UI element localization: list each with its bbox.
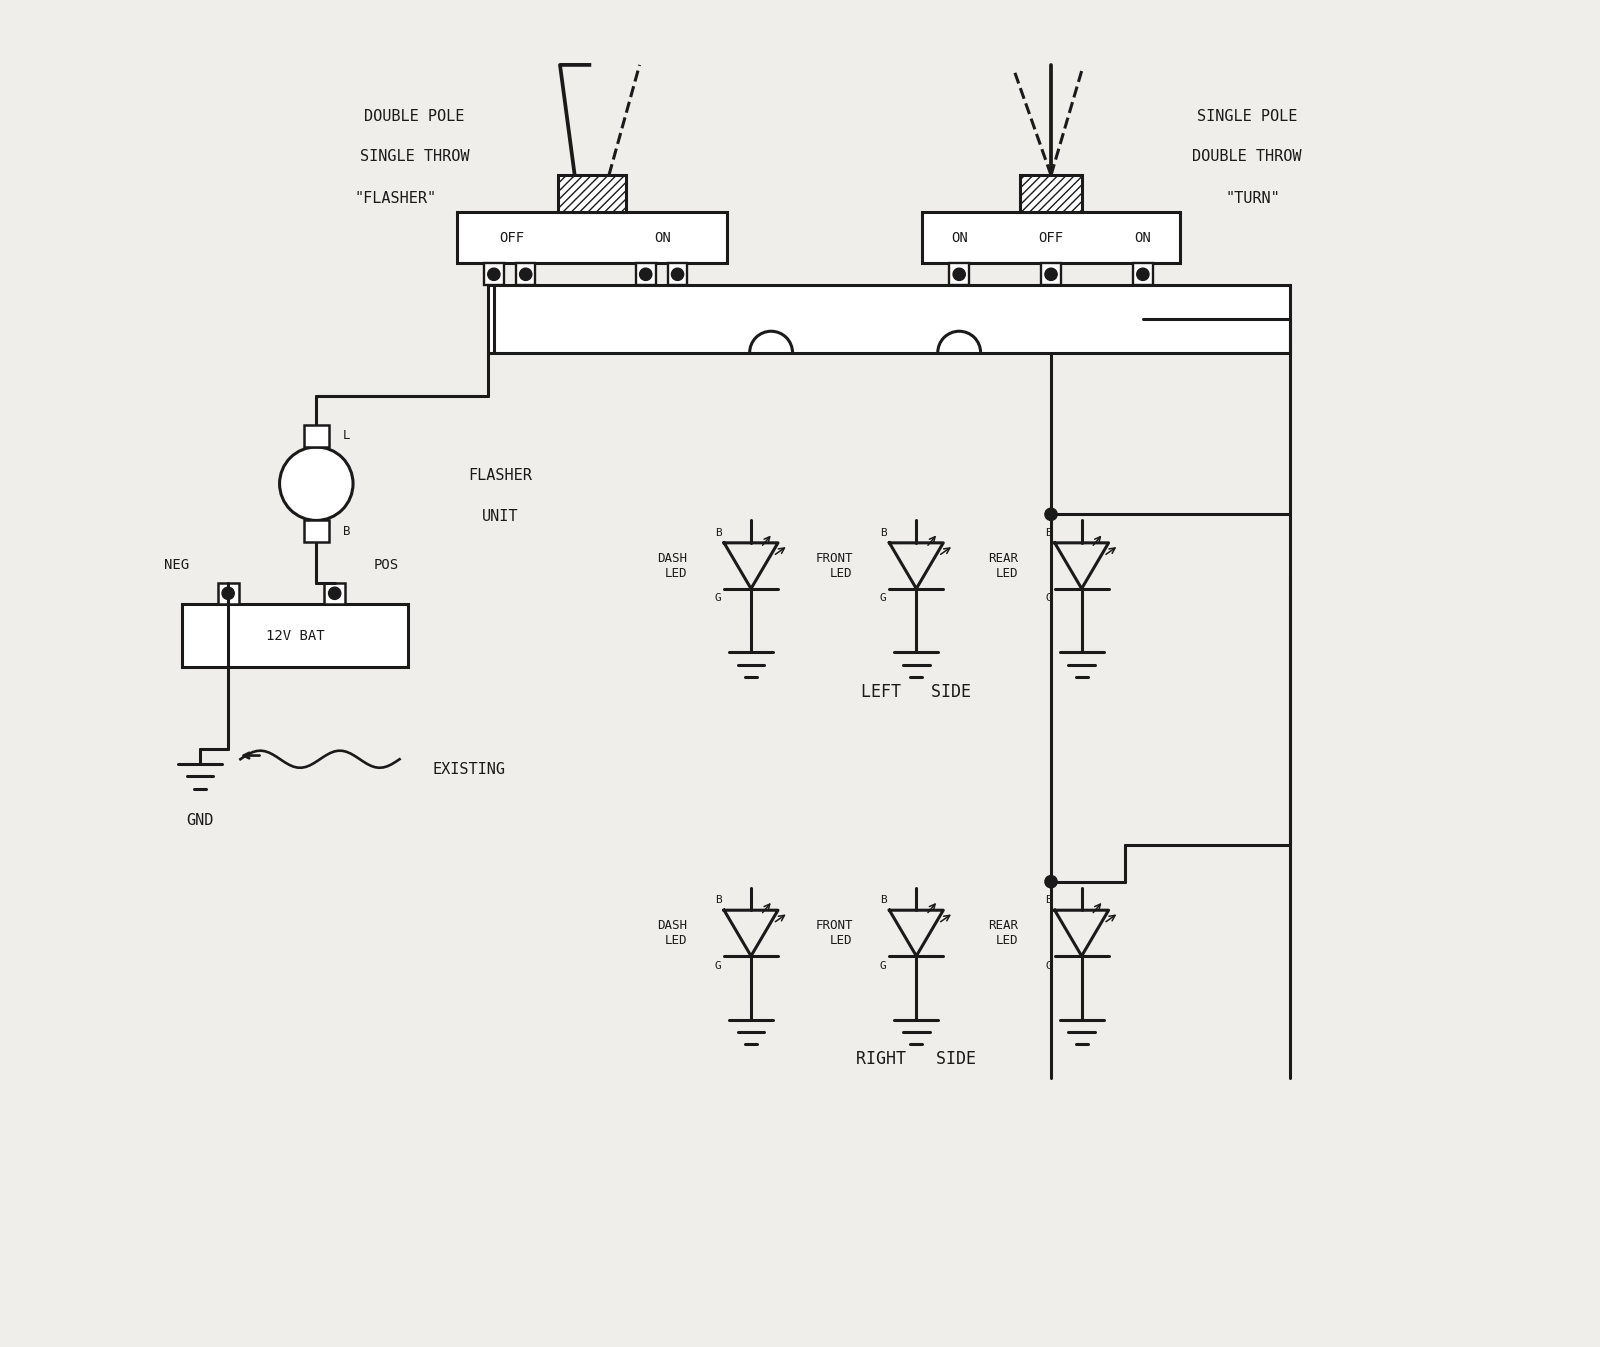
Bar xyxy=(218,583,238,603)
Text: FRONT
LED: FRONT LED xyxy=(814,919,853,947)
Text: DASH
LED: DASH LED xyxy=(658,919,688,947)
Text: FRONT
LED: FRONT LED xyxy=(814,552,853,579)
Circle shape xyxy=(222,587,234,599)
Circle shape xyxy=(954,268,965,280)
Text: DASH
LED: DASH LED xyxy=(658,552,688,579)
Text: B: B xyxy=(880,528,886,537)
Circle shape xyxy=(1045,268,1058,280)
Text: B: B xyxy=(344,525,350,537)
Bar xyxy=(635,263,656,286)
Text: B: B xyxy=(1045,528,1053,537)
Circle shape xyxy=(488,268,499,280)
Text: B: B xyxy=(1045,896,1053,905)
Bar xyxy=(488,286,1290,353)
Bar xyxy=(458,211,726,263)
Text: B: B xyxy=(715,896,722,905)
Bar xyxy=(949,263,970,286)
Bar xyxy=(1133,263,1152,286)
Bar xyxy=(1021,175,1082,211)
Circle shape xyxy=(520,268,531,280)
Text: G: G xyxy=(880,960,886,971)
Text: RIGHT   SIDE: RIGHT SIDE xyxy=(856,1051,976,1068)
Bar xyxy=(304,520,328,543)
Text: G: G xyxy=(1045,594,1053,603)
Bar xyxy=(515,263,536,286)
Circle shape xyxy=(640,268,651,280)
Text: POS: POS xyxy=(373,558,398,571)
Text: ON: ON xyxy=(950,230,968,245)
Text: DOUBLE THROW: DOUBLE THROW xyxy=(1192,150,1302,164)
Text: ON: ON xyxy=(1134,230,1152,245)
Text: G: G xyxy=(715,594,722,603)
Circle shape xyxy=(328,587,341,599)
Bar xyxy=(325,583,346,603)
Text: GND: GND xyxy=(186,814,214,828)
Circle shape xyxy=(280,447,354,520)
Circle shape xyxy=(1045,876,1058,888)
Bar xyxy=(1042,263,1061,286)
Bar xyxy=(557,175,626,211)
Text: EXISTING: EXISTING xyxy=(434,761,506,776)
Text: "TURN": "TURN" xyxy=(1226,191,1280,206)
Text: OFF: OFF xyxy=(1038,230,1064,245)
Circle shape xyxy=(1136,268,1149,280)
Text: ON: ON xyxy=(654,230,672,245)
Bar xyxy=(485,263,504,286)
Text: FLASHER: FLASHER xyxy=(469,467,531,482)
Circle shape xyxy=(672,268,683,280)
Text: SINGLE POLE: SINGLE POLE xyxy=(1197,109,1298,124)
Text: G: G xyxy=(880,594,886,603)
Text: NEG: NEG xyxy=(165,558,189,571)
Text: B: B xyxy=(880,896,886,905)
Bar xyxy=(667,263,688,286)
Text: LEFT   SIDE: LEFT SIDE xyxy=(861,683,971,700)
Text: SINGLE THROW: SINGLE THROW xyxy=(360,150,469,164)
Circle shape xyxy=(1045,508,1058,520)
Bar xyxy=(923,211,1179,263)
Text: OFF: OFF xyxy=(499,230,525,245)
Text: G: G xyxy=(1045,960,1053,971)
Text: 12V BAT: 12V BAT xyxy=(266,629,325,643)
Text: REAR
LED: REAR LED xyxy=(987,919,1018,947)
Text: UNIT: UNIT xyxy=(482,509,518,524)
Text: B: B xyxy=(715,528,722,537)
Bar xyxy=(182,603,408,667)
Bar xyxy=(304,424,328,447)
Text: L: L xyxy=(344,430,350,442)
Text: G: G xyxy=(715,960,722,971)
Text: DOUBLE POLE: DOUBLE POLE xyxy=(365,109,464,124)
Text: REAR
LED: REAR LED xyxy=(987,552,1018,579)
Text: "FLASHER": "FLASHER" xyxy=(355,191,437,206)
